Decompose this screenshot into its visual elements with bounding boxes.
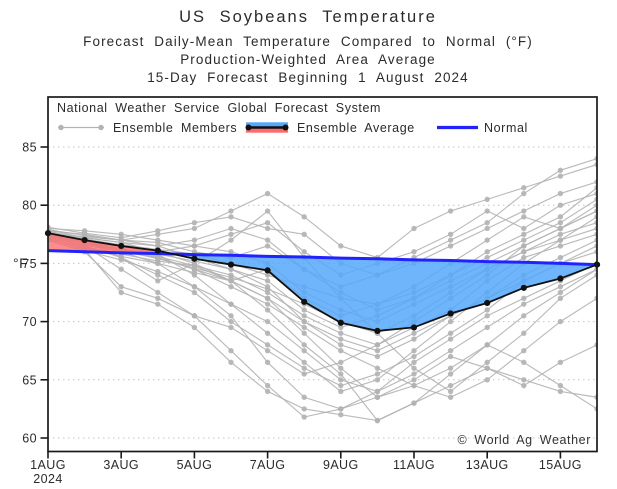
- ensemble-average-line: [44, 230, 601, 335]
- x-tick-label: 3AUG: [103, 458, 139, 472]
- ensemble-members-legend-icon: [58, 124, 104, 131]
- y-tick-label: 85: [22, 141, 37, 155]
- plot-area: 60 65 70 75 80 85 1AUG 3AUG 5AUG 7AUG 9AUG 11AUG 13A…: [22, 96, 601, 472]
- y-tick-label: 75: [22, 257, 37, 271]
- x-tick-label: 13AUG: [466, 458, 509, 472]
- x-axis: 1AUG 3AUG 5AUG 7AUG 9AUG 11AUG 13AUG 15AUG: [30, 451, 582, 472]
- x-axis-year-label: 2024: [33, 472, 62, 486]
- normal-line: [47, 249, 598, 267]
- chart-subtitle-2: Production-Weighted Area Average: [180, 52, 436, 67]
- y-axis: 60 65 70 75 80 85: [22, 141, 48, 446]
- legend-label-ensemble-members: Ensemble Members: [113, 121, 237, 135]
- y-tick-label: 65: [22, 373, 37, 387]
- legend-header: National Weather Service Global Forecast…: [57, 101, 381, 115]
- y-axis-unit-label: °F: [13, 255, 28, 271]
- x-tick-label: 9AUG: [323, 458, 359, 472]
- y-tick-label: 80: [22, 199, 37, 213]
- x-tick-label: 11AUG: [393, 458, 435, 472]
- ensemble-average-legend-icon: [245, 122, 289, 133]
- x-tick-label: 7AUG: [250, 458, 286, 472]
- y-tick-label: 70: [22, 315, 37, 329]
- gridlines: [48, 146, 597, 439]
- chart-subtitle-1: Forecast Daily-Mean Temperature Compared…: [83, 34, 533, 49]
- y-tick-label: 60: [22, 432, 37, 446]
- page-title: US Soybeans Temperature: [179, 8, 437, 26]
- x-tick-label: 1AUG: [30, 458, 66, 472]
- x-tick-label: 5AUG: [177, 458, 213, 472]
- legend-label-normal: Normal: [484, 121, 528, 135]
- x-tick-label: 15AUG: [539, 458, 582, 472]
- below-normal-blue-fill: [173, 253, 597, 331]
- legend: [58, 122, 478, 133]
- chart-subtitle-3: 15-Day Forecast Beginning 1 August 2024: [147, 70, 469, 85]
- plot-frame: [47, 96, 598, 453]
- watermark-credit: © World Ag Weather: [458, 433, 591, 447]
- legend-label-ensemble-average: Ensemble Average: [297, 121, 415, 135]
